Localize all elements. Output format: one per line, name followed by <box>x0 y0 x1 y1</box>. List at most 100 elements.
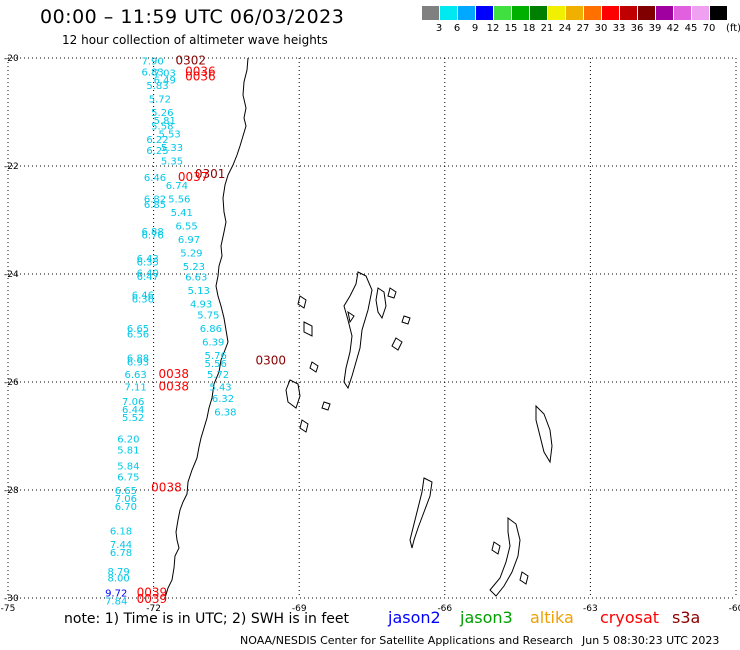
wave-height-observation: 0038 <box>151 480 182 494</box>
latitude-label: -24 <box>4 270 19 280</box>
wave-height-observation: 5.58 <box>151 122 173 133</box>
scale-label: 9 <box>471 23 479 34</box>
wave-height-observation: 6.18 <box>110 527 132 538</box>
mar-chiquita <box>489 517 521 597</box>
scale-label: 39 <box>648 23 662 34</box>
wave-height-observation: 6.44 <box>122 405 144 416</box>
scale-label: 6 <box>453 23 461 34</box>
wave-height-observation: 6.74 <box>166 181 188 192</box>
scale-swatch <box>602 6 619 20</box>
wave-height-observation: 5.33 <box>161 143 183 154</box>
wave-height-observation: 6.40 <box>137 268 159 279</box>
latitude-label: -20 <box>4 54 19 64</box>
axis-labels: -75 -72 -69 -66 -63 -60 -20 -22 -24 -26 -28 -30 <box>1 54 740 614</box>
wave-height-observation: 0036 <box>185 65 216 79</box>
salt-flat-atacama <box>285 379 301 409</box>
wave-height-observation: 0302 <box>175 54 206 68</box>
scale-label: 21 <box>540 23 554 34</box>
wave-height-observation: 5.81 <box>117 446 139 457</box>
lake-outline-small-9 <box>347 310 355 324</box>
lake-outline-small-1 <box>297 295 307 309</box>
scale-label: 18 <box>522 23 536 34</box>
wave-height-observation: 6.49 <box>154 76 176 87</box>
wave-height-observation: 7.90 <box>141 57 163 68</box>
page-title: 00:00 – 11:59 UTC 06/03/2023 <box>40 6 345 28</box>
wave-height-observation: 6.75 <box>117 473 139 484</box>
wave-height-observation: 7.44 <box>110 540 132 551</box>
map-grid <box>7 57 737 599</box>
credit-line: NOAA/NESDIS Center for Satellite Applica… <box>240 634 574 647</box>
latitude-label: -22 <box>4 162 19 172</box>
lake-outline-east <box>375 287 387 320</box>
wave-height-observation: 0300 <box>256 353 287 367</box>
latitude-label: -26 <box>4 378 19 388</box>
wave-height-observation: 7.84 <box>105 597 127 608</box>
lake-outline-small-5 <box>309 361 319 373</box>
wave-height-observation: 0039 <box>137 592 168 606</box>
wave-height-observation: 5.43 <box>209 382 231 393</box>
wave-height-observation: 8.79 <box>107 567 129 578</box>
wave-height-observation: 9.72 <box>105 589 127 600</box>
wave-height-observation: 6.63 <box>185 273 207 284</box>
scale-swatch <box>638 6 655 20</box>
wave-height-observation: 0038 <box>158 379 189 393</box>
longitude-label: -66 <box>437 604 452 614</box>
scale-swatch <box>692 6 709 20</box>
scale-swatch <box>710 6 727 20</box>
wave-height-observation: 8.00 <box>107 573 129 584</box>
wave-height-observation: 6.56 <box>127 329 149 340</box>
wave-height-observation: 7.11 <box>124 382 146 393</box>
wave-height-observation: 7.06 <box>115 494 137 505</box>
scale-swatch <box>584 6 601 20</box>
latitude-label: -28 <box>4 486 19 496</box>
wave-height-observation: 0039 <box>137 586 168 600</box>
scale-swatch <box>494 6 511 20</box>
lake-outline-small-6 <box>321 401 331 411</box>
wave-height-observation: 6.76 <box>141 231 163 242</box>
scale-label: 45 <box>684 23 698 34</box>
wave-height-observation: 5.76 <box>205 351 227 362</box>
wave-height-observation: 5.52 <box>122 413 144 424</box>
satellite-legend-jason3: jason3 <box>460 608 513 627</box>
page-subtitle: 12 hour collection of altimeter wave hei… <box>62 33 328 47</box>
scale-unit: (ft) <box>726 23 740 34</box>
wave-height-observation: 6.39 <box>202 338 224 349</box>
wave-height-observation: 6.88 <box>127 354 149 365</box>
wave-height-observation: 6.22 <box>146 135 168 146</box>
wave-height-observation: 0036 <box>185 69 216 83</box>
lake-outline-small-4 <box>401 315 411 325</box>
scale-label: 30 <box>594 23 608 34</box>
wave-height-observation: 6.83 <box>141 68 163 79</box>
wave-height-observation: 5.35 <box>161 157 183 168</box>
wave-height-observation: 4.93 <box>190 300 212 311</box>
scale-label: 3 <box>435 23 443 34</box>
scale-label: 42 <box>666 23 680 34</box>
wave-height-observation: 5.81 <box>154 116 176 127</box>
wave-height-observation: 6.97 <box>178 235 200 246</box>
wave-height-observation: 6.38 <box>214 408 236 419</box>
wave-height-observation: 6.55 <box>175 221 197 232</box>
wave-height-observation: 6.63 <box>124 370 146 381</box>
lake-outline-small-8 <box>387 287 397 299</box>
wave-height-observation: 6.32 <box>212 394 234 405</box>
wave-height-observation: 5.72 <box>149 95 171 106</box>
lake-outline-small-10 <box>491 541 501 555</box>
scale-label: 15 <box>504 23 518 34</box>
satellite-legend-cryosat: cryosat <box>600 608 660 627</box>
wave-height-observation: 5.53 <box>158 130 180 141</box>
scale-swatch <box>548 6 565 20</box>
wave-height-observation: 5.41 <box>171 208 193 219</box>
lake-outline-small-7 <box>299 419 309 433</box>
wave-height-observation: 5.29 <box>180 248 202 259</box>
wave-height-observation: 5.26 <box>151 108 173 119</box>
scale-label: 36 <box>630 23 644 34</box>
lake-outline-small-11 <box>519 571 529 585</box>
wave-height-observation: 6.46 <box>144 173 166 184</box>
wave-height-observation: 6.20 <box>117 435 139 446</box>
wave-height-observation: 6.65 <box>115 486 137 497</box>
scale-label: 24 <box>558 23 572 34</box>
scale-swatch <box>512 6 529 20</box>
longitude-label: -72 <box>146 604 161 614</box>
scale-swatch <box>620 6 637 20</box>
